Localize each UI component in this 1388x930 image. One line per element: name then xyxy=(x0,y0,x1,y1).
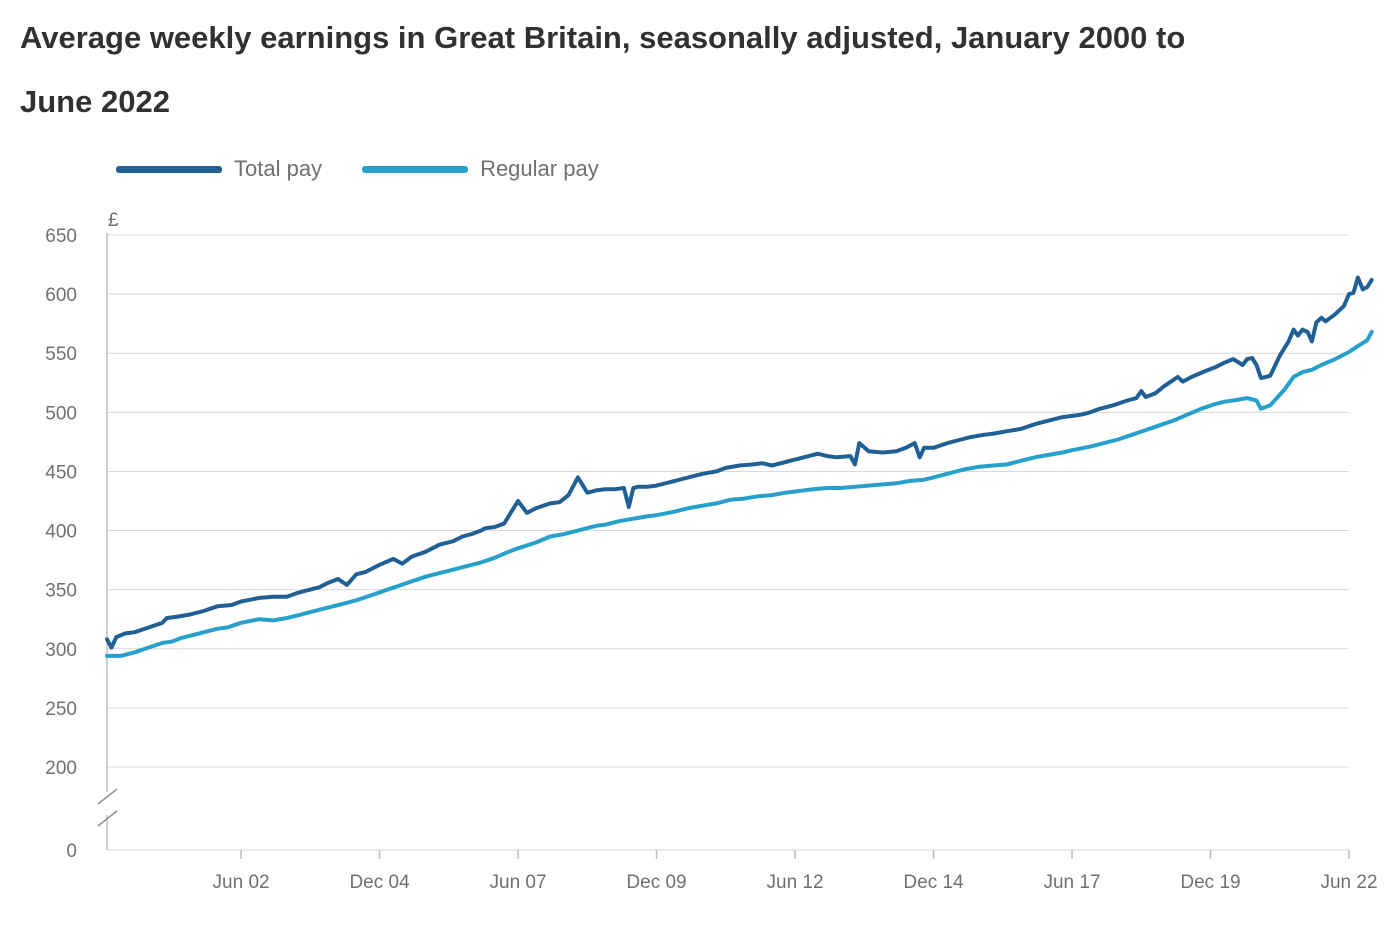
y-axis-unit-label: £ xyxy=(108,210,119,231)
legend: Total pay Regular pay xyxy=(116,152,599,186)
x-tick-label-3: Dec 09 xyxy=(626,872,686,893)
y-tick-label-450: 450 xyxy=(45,462,77,483)
legend-item-total-pay[interactable]: Total pay xyxy=(116,156,322,182)
axis-break-mark-lower xyxy=(97,810,118,827)
x-tick-label-0: Jun 02 xyxy=(213,872,270,893)
y-tick-label-250: 250 xyxy=(45,699,77,720)
y-tick-label-550: 550 xyxy=(45,344,77,365)
x-tick-label-8: Jun 22 xyxy=(1320,872,1377,893)
legend-item-regular-pay[interactable]: Regular pay xyxy=(362,156,599,182)
series-line-regular-pay xyxy=(105,329,1374,658)
axis-break-mark-upper xyxy=(97,788,118,805)
x-tick-label-6: Jun 17 xyxy=(1043,872,1100,893)
chart-title: Average weekly earnings in Great Britain… xyxy=(20,20,1186,119)
x-tick-label-7: Dec 19 xyxy=(1180,872,1240,893)
y-tick-label-500: 500 xyxy=(45,403,77,424)
legend-label-regular-pay: Regular pay xyxy=(480,156,599,181)
x-tick-label-2: Jun 07 xyxy=(490,872,547,893)
y-tick-label-300: 300 xyxy=(45,640,77,661)
x-tick-label-1: Dec 04 xyxy=(349,872,410,893)
legend-label-total-pay: Total pay xyxy=(234,156,323,181)
y-tick-label-zero: 0 xyxy=(66,841,77,862)
x-tick-label-5: Dec 14 xyxy=(903,872,964,893)
y-tick-label-600: 600 xyxy=(45,285,77,306)
y-tick-label-650: 650 xyxy=(45,226,77,247)
y-tick-label-400: 400 xyxy=(45,522,77,543)
y-tick-label-200: 200 xyxy=(45,758,77,779)
series-line-total-pay xyxy=(105,275,1374,650)
x-tick-label-4: Jun 12 xyxy=(767,872,824,893)
legend-swatch-total-pay xyxy=(116,165,222,173)
legend-swatch-regular-pay xyxy=(362,165,469,173)
y-tick-label-350: 350 xyxy=(45,581,77,602)
